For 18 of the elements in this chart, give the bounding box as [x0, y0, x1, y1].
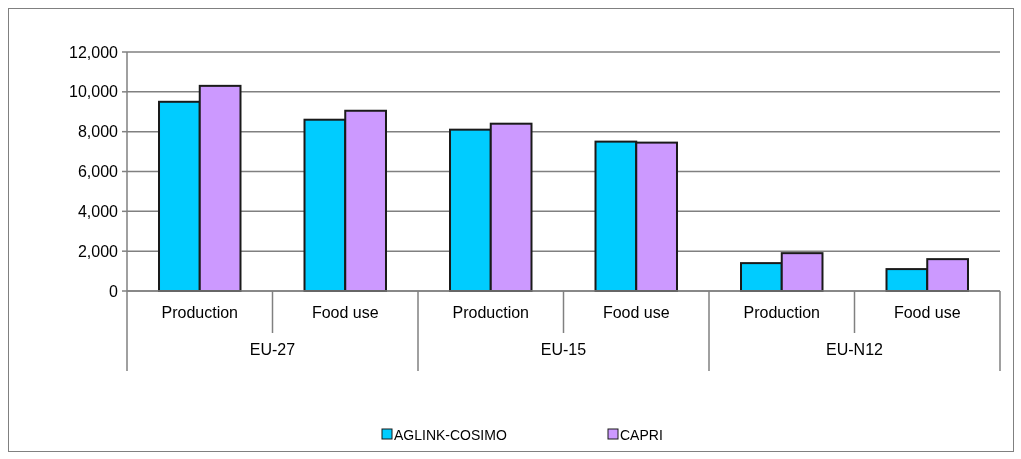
- y-tick-label: 12,000: [69, 43, 119, 61]
- y-tick-label: 4,000: [77, 202, 119, 220]
- x-tick-label: Food use: [311, 304, 379, 321]
- legend-label: CAPRI: [620, 426, 663, 443]
- x-tick-label: Food use: [602, 304, 670, 321]
- legend-label: AGLINK-COSIMO: [394, 426, 507, 443]
- y-tick-label: 0: [109, 282, 119, 300]
- x-tick-label: Production: [743, 304, 820, 321]
- text: EU-27: [249, 341, 296, 358]
- y-tick-label: 8,000: [77, 123, 119, 141]
- text: EU-N12: [826, 341, 884, 358]
- y-tick-label: 10,000: [69, 83, 119, 101]
- x-tick-label: Food use: [893, 304, 961, 321]
- y-tick-label: 2,000: [77, 242, 119, 260]
- x-tick-label: Production: [161, 304, 238, 321]
- text: EU-15: [540, 341, 587, 358]
- y-tick-label: 6,000: [77, 163, 119, 181]
- x-tick-label: Production: [452, 304, 529, 321]
